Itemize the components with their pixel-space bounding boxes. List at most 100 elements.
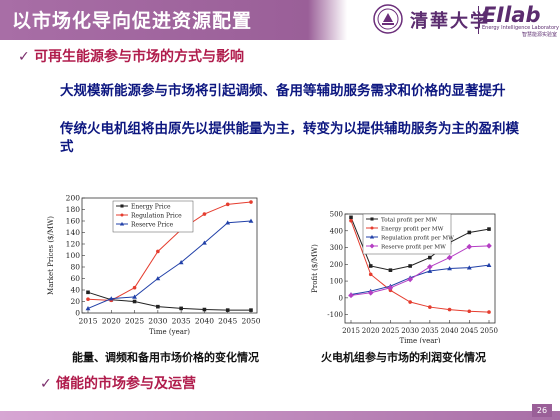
legend-swatch-marker (120, 213, 124, 217)
data-point (487, 227, 491, 231)
y-tick-label: 200 (66, 194, 81, 203)
data-point (368, 272, 373, 277)
data-point (467, 309, 472, 314)
caption-profit: 火电机组参与市场的利润变化情况 (321, 351, 486, 364)
y-tick-label: 500 (330, 211, 343, 219)
eilab-subtitle-en: Energy Intelligence Laboratory (482, 25, 560, 31)
data-point (387, 284, 394, 291)
data-point (466, 243, 473, 250)
bullet-text: 储能的市场参与及运营 (56, 376, 196, 392)
series-reserve-price (85, 218, 254, 311)
series-energy-price (86, 290, 253, 312)
eilab-logo-text: EIlab (482, 3, 541, 25)
bullet-text: 可再生能源参与市场的方式与影响 (34, 49, 244, 65)
chart-legend: Total profit per MW Energy profit per MW R… (362, 213, 454, 255)
y-tick-label: 140 (66, 228, 81, 237)
data-point (248, 218, 254, 223)
data-point (349, 218, 353, 223)
legend-swatch-marker (370, 226, 374, 230)
tsinghua-seal-icon (373, 4, 403, 34)
caption-market-prices: 能量、调频和备用市场价格的变化情况 (72, 351, 259, 364)
page-number: 26 (532, 404, 552, 417)
series-line (87, 291, 251, 311)
x-tick-label: 2040 (441, 327, 459, 335)
y-tick-label: 80 (70, 263, 80, 272)
y-tick-label: 40 (70, 286, 80, 295)
data-point (428, 305, 432, 309)
paragraph-thermal: 传统火电机组将由原先以提供能量为主，转变为以提供辅助服务为主的盈利模式 (60, 121, 519, 155)
data-point (388, 268, 393, 272)
check-icon: ✓ (18, 49, 30, 65)
x-tick-label: 2050 (241, 317, 260, 326)
data-point (348, 292, 354, 299)
data-point (155, 276, 161, 281)
data-point (179, 306, 183, 311)
profit-chart: -100 0 100 200 300 400 500 2015 2020 2025 2030 2035… (311, 211, 498, 343)
data-point (486, 243, 492, 249)
y-tick-label: 20 (70, 297, 80, 306)
y-tick-label: 120 (66, 240, 81, 249)
x-axis-label: Time (year) (149, 328, 190, 336)
y-tick-label: 0 (75, 309, 80, 318)
series-energy-profit-per-mw (349, 218, 491, 314)
y-tick-label: 180 (66, 205, 81, 214)
legend-label: Energy profit per MW (381, 226, 444, 232)
legend-label: Reserve profit per MW (381, 244, 446, 250)
data-point (132, 285, 137, 290)
data-point (427, 268, 433, 273)
legend-swatch-marker (370, 217, 374, 221)
slide-title: 以市场化导向促进资源配置 (12, 10, 253, 32)
y-axis-label: Profit ($/MW) (311, 244, 319, 293)
y-tick-label: 160 (66, 217, 81, 226)
x-tick-label: 2020 (102, 317, 121, 326)
data-point (487, 310, 491, 314)
footer-bar (0, 411, 560, 420)
data-point (467, 230, 472, 235)
data-point (156, 304, 160, 309)
legend-swatch-marker (120, 204, 124, 208)
x-tick-label: 2045 (218, 317, 237, 326)
legend-label: Regulation profit per MW (381, 235, 454, 241)
y-tick-label: 60 (70, 274, 80, 283)
x-tick-label: 2015 (342, 327, 360, 335)
series-line (87, 220, 252, 309)
data-point (202, 240, 207, 245)
data-point (446, 254, 453, 261)
logo-separator (478, 6, 479, 34)
series-line (350, 264, 490, 295)
x-tick-label: 2025 (382, 327, 400, 335)
data-point (486, 262, 492, 267)
tsinghua-logo-text: 清華大学 (410, 11, 490, 32)
data-point (427, 264, 433, 270)
x-tick-label: 2015 (78, 317, 97, 326)
y-tick-label: 200 (330, 261, 343, 269)
x-tick-label: 2020 (362, 327, 380, 335)
check-icon: ✓ (40, 376, 52, 392)
paragraph-demand: 大规模新能源参与市场将引起调频、备用等辅助服务需求和价格的显著提升 (60, 83, 506, 99)
legend-swatch-marker (369, 234, 375, 239)
data-point (178, 260, 184, 265)
data-point (447, 266, 452, 271)
data-point (408, 300, 412, 304)
data-point (249, 308, 253, 312)
series-line (350, 217, 490, 271)
data-point (368, 264, 373, 268)
data-point (225, 202, 230, 207)
data-point (407, 276, 413, 283)
legend-label: Total profit per MW (381, 217, 437, 223)
data-point (249, 200, 253, 204)
x-tick-label: 2035 (421, 327, 439, 335)
y-axis-label: Market Prices ($/MW) (47, 216, 55, 295)
data-point (108, 296, 114, 301)
data-point (132, 299, 137, 304)
y-tick-label: -100 (327, 311, 343, 319)
x-tick-label: 2045 (460, 327, 478, 335)
data-point (408, 264, 412, 268)
x-tick-label: 2035 (172, 317, 191, 326)
data-point (447, 307, 452, 312)
legend-label: Regulation Price (131, 212, 182, 219)
legend-swatch-marker (119, 221, 125, 226)
y-tick-label: 100 (66, 251, 81, 260)
data-point (86, 290, 90, 295)
series-line (350, 220, 490, 313)
